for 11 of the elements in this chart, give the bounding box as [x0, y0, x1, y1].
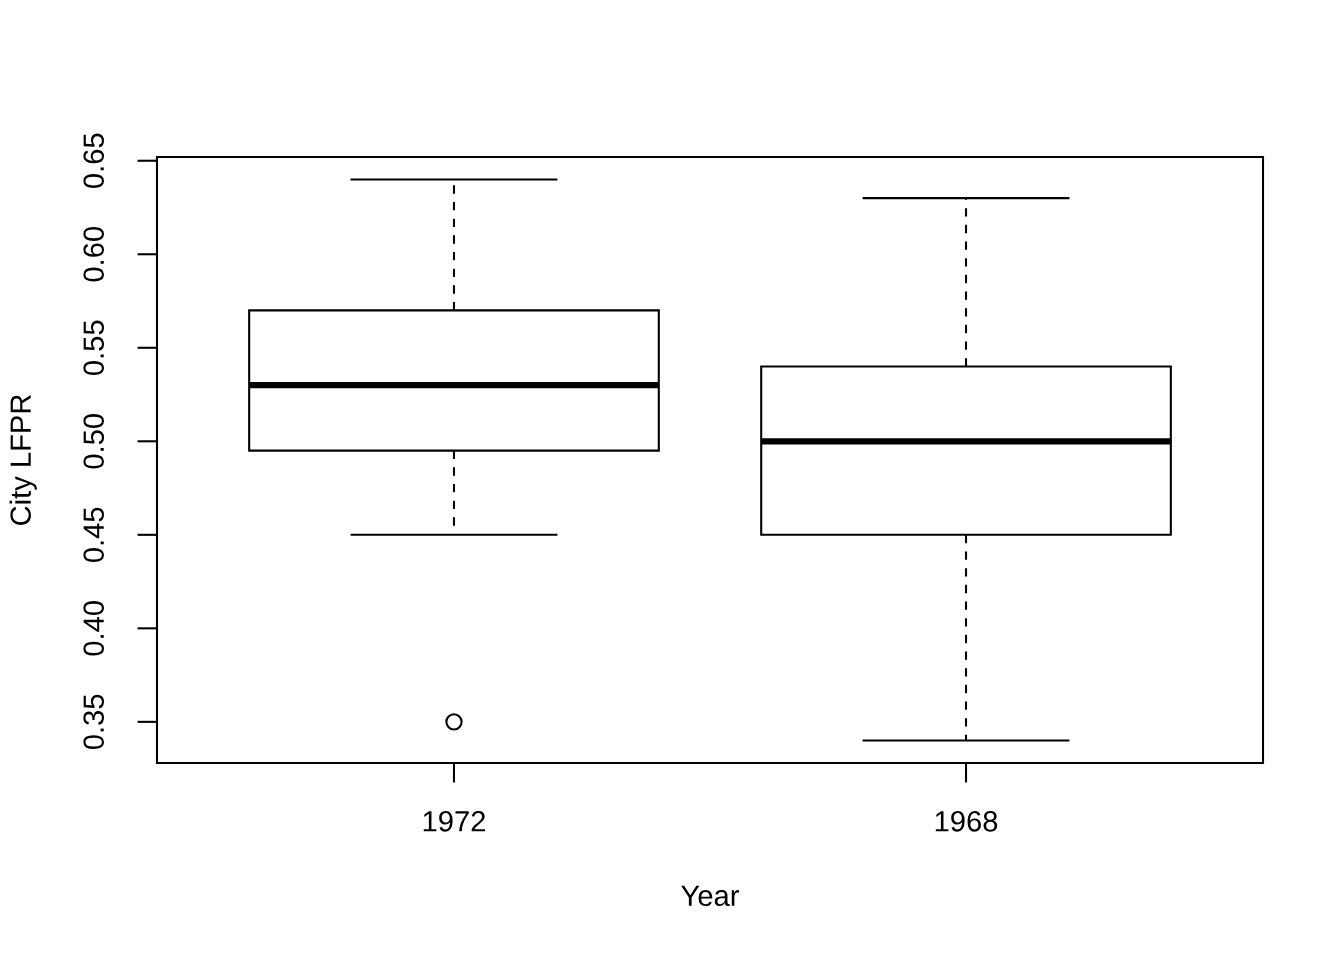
y-tick-label: 0.50 — [83, 414, 105, 469]
y-tick-label: 0.35 — [83, 694, 105, 750]
y-tick-label: 0.60 — [83, 227, 105, 282]
x-tick-label: 1968 — [935, 810, 998, 832]
y-tick-label: 0.55 — [83, 320, 105, 376]
x-axis-title: Year — [681, 885, 739, 907]
y-tick-label: 0.65 — [83, 133, 105, 188]
y-tick-label: 0.40 — [83, 601, 105, 656]
y-tick-label: 0.45 — [83, 507, 105, 563]
x-tick-label: 1972 — [423, 810, 485, 832]
y-axis-title: City LFPR — [9, 394, 37, 525]
